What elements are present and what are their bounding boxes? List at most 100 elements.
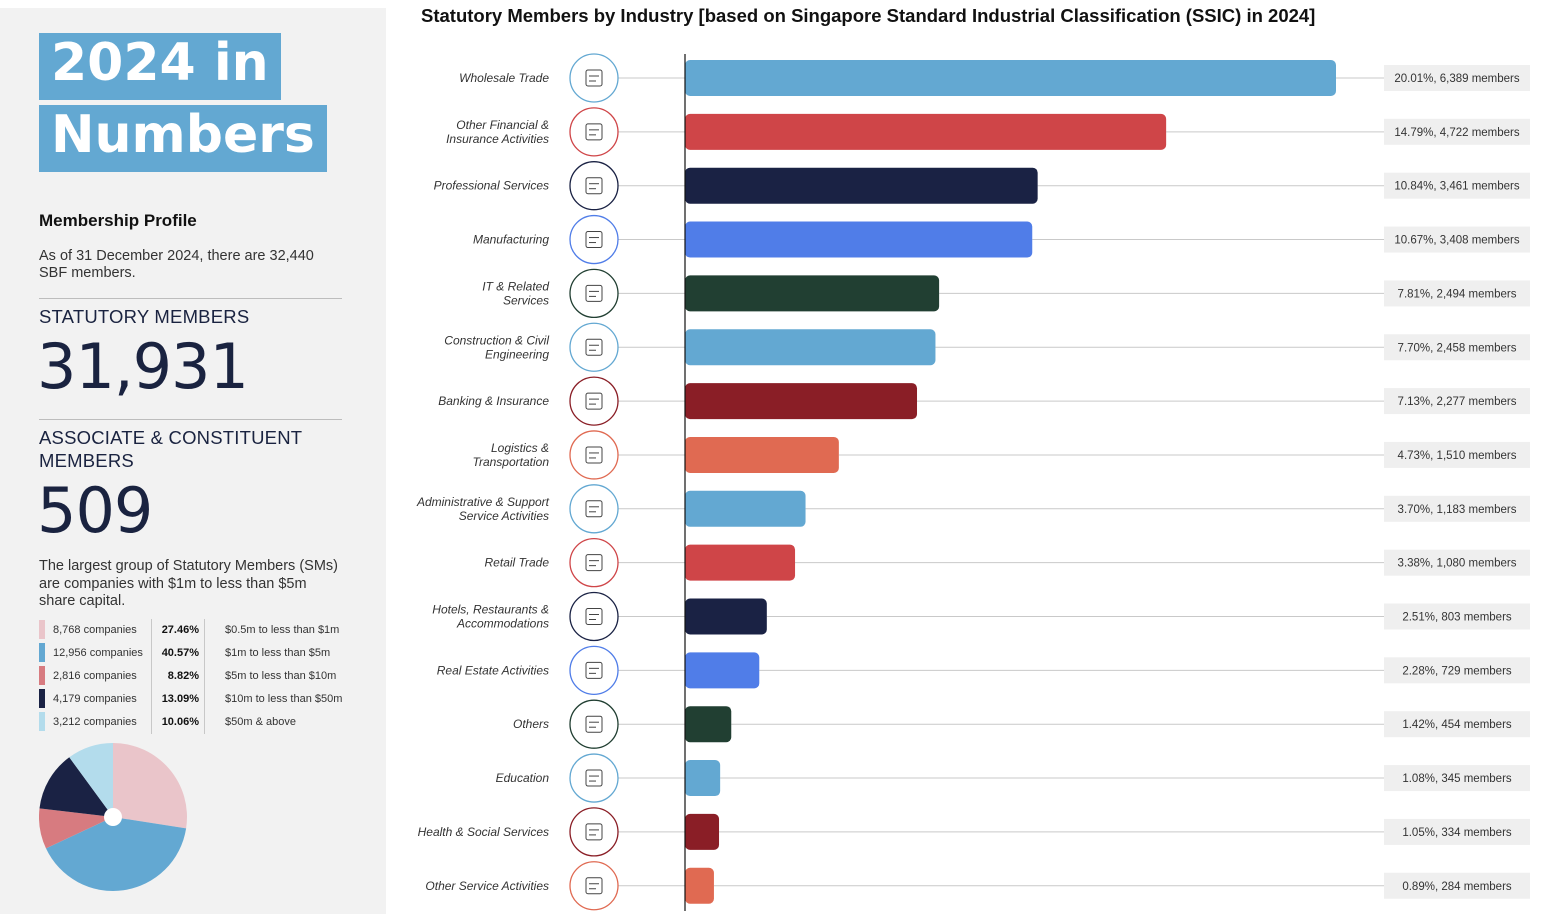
bar <box>685 275 940 312</box>
admin-desk-icon <box>569 484 619 534</box>
category-label: Other Financial & Insurance Activities <box>446 118 549 146</box>
value-label: 10.84%, 3,461 members <box>1394 181 1520 193</box>
storefront-icon <box>569 538 619 588</box>
value-label-box <box>1384 549 1530 576</box>
left-panel: 2024 in Numbers Membership Profile As of… <box>0 8 386 914</box>
value-label-box <box>1384 172 1530 199</box>
value-label: 10.67%, 3,408 members <box>1394 235 1520 247</box>
associate-members-label: ASSOCIATE & CONSTITUENT MEMBERS <box>39 427 302 471</box>
value-label: 20.01%, 6,389 members <box>1394 73 1520 85</box>
category-label: Wholesale Trade <box>459 71 549 85</box>
category-label: Real Estate Activities <box>437 663 549 677</box>
share-capital-row: 12,956 companies 40.57% $1m to less than $… <box>39 642 349 665</box>
company-count: 12,956 companies <box>53 647 143 659</box>
pie-slice <box>113 743 187 829</box>
value-label-box <box>1384 711 1530 738</box>
bar <box>685 867 714 904</box>
value-label-box <box>1384 657 1530 684</box>
factory-icon <box>569 214 619 265</box>
legend-swatch <box>39 689 45 708</box>
value-label-box <box>1384 388 1530 415</box>
share-capital-row: 8,768 companies 27.46% $0.5m to less than … <box>39 619 349 642</box>
handshake-icon <box>569 53 619 103</box>
value-label: 14.79%, 4,722 members <box>1394 127 1520 139</box>
category-label: Professional Services <box>434 179 549 193</box>
category-label: Hotels, Restaurants & Accommodations <box>432 603 549 631</box>
value-label: 3.38%, 1,080 members <box>1398 558 1517 570</box>
bar <box>685 113 1167 150</box>
share-capital-range: $10m to less than $50m <box>225 693 343 705</box>
real-estate-icon <box>569 645 619 695</box>
title-line-1: 2024 in <box>39 33 281 100</box>
value-label-box <box>1384 280 1530 307</box>
grid-icon <box>569 699 619 749</box>
share-capital-range: $50m & above <box>225 716 296 728</box>
category-label: Education <box>496 771 550 785</box>
share-capital-range: $1m to less than $5m <box>225 647 331 659</box>
bar <box>685 221 1033 258</box>
education-icon <box>569 753 619 803</box>
bar <box>685 813 720 850</box>
category-label: Logistics & Transportation <box>473 441 550 469</box>
share-percent: 10.06% <box>151 711 205 734</box>
membership-profile-text: As of 31 December 2024, there are 32,440… <box>39 248 314 281</box>
logistics-icon <box>569 430 619 480</box>
share-capital-range: $5m to less than $10m <box>225 670 337 682</box>
share-percent: 27.46% <box>151 619 205 642</box>
category-label: Construction & Civil Engineering <box>444 333 549 361</box>
bar <box>685 490 806 527</box>
service-icon <box>569 861 619 911</box>
value-label: 0.89%, 284 members <box>1402 881 1512 893</box>
company-count: 2,816 companies <box>53 670 137 682</box>
associate-members-value: 509 <box>37 474 153 547</box>
bar <box>685 167 1038 204</box>
value-label: 2.51%, 803 members <box>1402 612 1512 624</box>
category-label: Manufacturing <box>473 233 549 247</box>
company-count: 3,212 companies <box>53 716 137 728</box>
share-capital-table: 8,768 companies 27.46% $0.5m to less than … <box>39 619 349 734</box>
category-label: Banking & Insurance <box>438 394 549 408</box>
bar <box>685 544 796 581</box>
share-capital-range: $0.5m to less than $1m <box>225 624 340 636</box>
bar <box>685 329 936 366</box>
computer-icon <box>569 268 619 319</box>
value-label: 7.13%, 2,277 members <box>1398 396 1517 408</box>
pie-slice <box>45 817 187 891</box>
share-percent: 40.57% <box>151 642 205 665</box>
health-care-icon <box>569 807 619 857</box>
share-percent: 13.09% <box>151 688 205 711</box>
value-label: 1.42%, 454 members <box>1402 719 1512 731</box>
value-label-box <box>1384 495 1530 522</box>
value-label: 2.28%, 729 members <box>1402 665 1512 677</box>
value-label: 7.81%, 2,494 members <box>1398 288 1517 300</box>
category-label: IT & Related Services <box>482 279 549 307</box>
membership-profile-heading: Membership Profile <box>39 211 197 230</box>
title-line-2: Numbers <box>39 105 327 172</box>
legend-swatch <box>39 712 45 731</box>
value-label: 1.05%, 334 members <box>1402 827 1512 839</box>
category-label: Other Service Activities <box>425 879 549 893</box>
statutory-members-value: 31,931 <box>37 330 249 403</box>
bar <box>685 760 721 797</box>
share-capital-pie-chart <box>39 743 187 891</box>
bar <box>685 598 767 635</box>
pie-slice <box>39 757 114 817</box>
value-label-box <box>1384 441 1530 468</box>
category-label: Administrative & Support Service Activiti… <box>416 495 550 523</box>
chart-title: Statutory Members by Industry [based on … <box>421 5 1316 26</box>
value-label-box <box>1384 765 1530 792</box>
bank-icon <box>569 376 619 426</box>
value-label: 1.08%, 345 members <box>1402 773 1512 785</box>
divider <box>39 419 342 420</box>
bar <box>685 383 918 420</box>
bar <box>685 652 760 689</box>
financial-report-icon <box>569 107 619 157</box>
statutory-members-label: STATUTORY MEMBERS <box>39 306 250 327</box>
legend-swatch <box>39 666 45 685</box>
pie-center-hole <box>104 808 122 826</box>
value-label-box <box>1384 334 1530 361</box>
legend-swatch <box>39 643 45 662</box>
company-count: 4,179 companies <box>53 693 137 705</box>
category-label: Retail Trade <box>485 556 550 570</box>
